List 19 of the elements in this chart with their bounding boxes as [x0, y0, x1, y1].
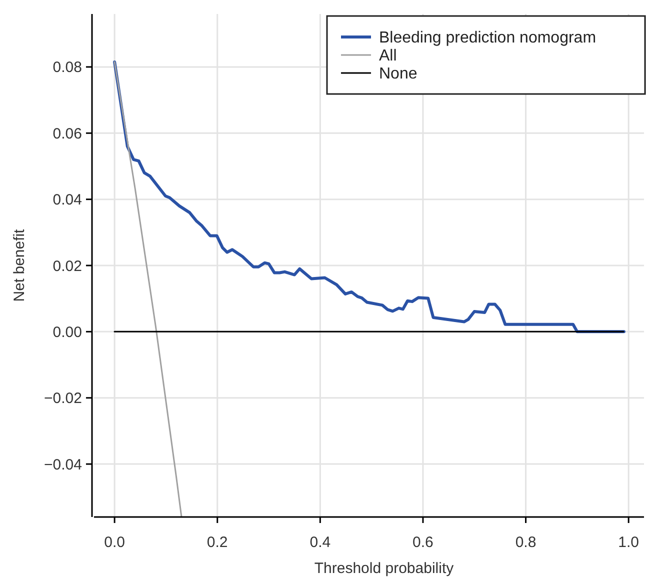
y-tick-label: 0.08	[52, 59, 82, 76]
x-tick-label: 0.4	[310, 534, 331, 551]
legend-label: All	[379, 48, 397, 65]
y-tick-label: 0.06	[52, 125, 82, 142]
x-axis-title: Threshold probability	[314, 560, 454, 577]
legend-label: Bleeding prediction nomogram	[379, 30, 596, 47]
x-tick-label: 0.8	[515, 534, 536, 551]
x-tick-label: 0.0	[104, 534, 125, 551]
y-tick-label: −0.02	[44, 390, 82, 408]
y-tick-label: 0.00	[52, 324, 82, 341]
x-tick-label: 0.2	[206, 534, 228, 551]
y-axis-title: Net benefit	[11, 228, 28, 302]
legend-label: None	[379, 66, 418, 83]
x-tick-label: 0.6	[412, 534, 434, 551]
line-series	[114, 61, 182, 517]
y-tick-label: 0.02	[52, 258, 82, 275]
y-tick-label: −0.04	[44, 456, 82, 474]
y-tick-label: 0.04	[52, 192, 82, 209]
x-tick-label: 1.0	[618, 534, 640, 551]
